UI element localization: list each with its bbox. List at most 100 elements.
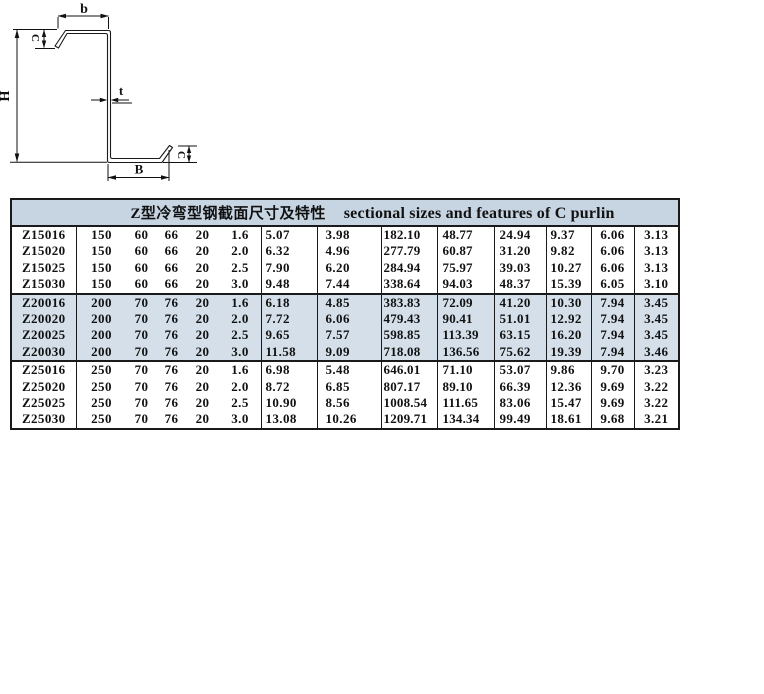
row-name: Z15020	[10, 243, 76, 260]
property-value: 72.09	[436, 292, 494, 312]
property-value: 6.06	[590, 224, 634, 244]
dimension-value: 70	[134, 294, 149, 310]
row-name: Z20020	[10, 311, 76, 328]
property-value: 9.65	[260, 327, 317, 344]
dimension-value: 70	[134, 378, 149, 394]
table-row: Z25020 250 70 76 20 2.0 8.72 6.85 807.17 89.10 66.…	[10, 378, 681, 396]
property-value: 60.87	[436, 243, 494, 260]
property-value: 7.57	[316, 327, 381, 344]
dimension-value: 76	[164, 294, 179, 310]
property-value: 4.96	[316, 243, 381, 260]
dimension-value: 3.0	[231, 343, 249, 359]
property-value: 1008.54	[380, 395, 437, 412]
dimension-value: 200	[91, 343, 112, 359]
dimension-value: 20	[195, 311, 210, 327]
property-value: 8.72	[260, 378, 317, 396]
dimension-value: 2.5	[231, 327, 249, 343]
dimension-value: 60	[134, 276, 149, 292]
property-value: 383.83	[380, 292, 437, 312]
property-value: 6.20	[316, 259, 381, 277]
dim-label-c-bottom: C	[175, 151, 187, 159]
property-value: 3.45	[633, 311, 681, 328]
property-value: 7.94	[590, 292, 634, 312]
dimension-value: 20	[195, 327, 210, 343]
table-row: Z20030 200 70 76 20 3.0 11.58 9.09 718.08 136.56 7…	[10, 343, 681, 362]
dim-label-b-bottom: B	[135, 162, 144, 177]
property-value: 6.98	[260, 360, 317, 379]
dimension-value: 60	[134, 259, 149, 275]
dimension-value: 150	[91, 227, 112, 242]
dimension-value: 2.5	[231, 259, 249, 275]
property-value: 15.39	[545, 276, 591, 294]
property-value: 39.03	[493, 259, 546, 277]
dimension-value: 3.0	[231, 276, 249, 292]
property-value: 182.10	[380, 224, 437, 244]
dimension-value: 76	[164, 362, 179, 378]
table-row: Z15016 150 60 66 20 1.6 5.07 3.98 182.10 48.77 24.…	[10, 224, 681, 244]
dimension-value: 20	[195, 227, 210, 242]
dimension-value: 66	[164, 259, 179, 275]
dimension-value: 20	[195, 343, 210, 359]
dimension-value: 60	[134, 227, 149, 242]
dimension-value: 20	[195, 276, 210, 292]
dimension-value: 76	[164, 327, 179, 343]
dimension-value: 150	[91, 276, 112, 292]
property-value: 646.01	[380, 360, 437, 379]
property-value: 134.34	[436, 411, 494, 430]
dim-label-c-top: C	[29, 34, 41, 42]
dimension-value: 76	[164, 311, 179, 327]
dimension-value: 70	[134, 327, 149, 343]
row-dimensions: 200 70 76 20 1.6	[75, 292, 261, 312]
property-value: 53.07	[493, 360, 546, 379]
property-value: 90.41	[436, 311, 494, 328]
dimension-value: 200	[91, 327, 112, 343]
property-value: 718.08	[380, 343, 437, 362]
dimension-value: 250	[91, 411, 112, 427]
dimension-value: 3.0	[231, 411, 249, 427]
table-title-en: sectional sizes and features of C purlin	[343, 205, 615, 222]
dimension-value: 2.0	[231, 311, 249, 327]
property-value: 7.94	[590, 311, 634, 328]
property-value: 9.86	[545, 360, 591, 379]
property-value: 3.46	[633, 343, 681, 362]
table-title: Z型冷弯型钢截面尺寸及特性 sectional sizes and feature…	[9, 198, 681, 227]
table-row: Z15020 150 60 66 20 2.0 6.32 4.96 277.79 60.87 31.…	[10, 243, 681, 260]
property-value: 10.90	[260, 395, 317, 412]
property-value: 24.94	[493, 224, 546, 244]
row-dimensions: 200 70 76 20 2.0	[75, 311, 261, 328]
property-value: 3.98	[316, 224, 381, 244]
row-name: Z25016	[10, 360, 76, 379]
property-value: 9.69	[590, 395, 634, 412]
property-value: 75.62	[493, 343, 546, 362]
property-value: 6.06	[590, 259, 634, 277]
row-name: Z15030	[10, 276, 76, 294]
property-value: 31.20	[493, 243, 546, 260]
property-value: 7.94	[590, 327, 634, 344]
property-value: 111.65	[436, 395, 494, 412]
row-dimensions: 200 70 76 20 2.5	[75, 327, 261, 344]
table-row: Z15025 150 60 66 20 2.5 7.90 6.20 284.94 75.97 39.…	[10, 259, 681, 277]
dim-label-t: t	[119, 83, 124, 98]
property-value: 598.85	[380, 327, 437, 344]
property-value: 7.44	[316, 276, 381, 294]
dimension-value: 20	[195, 378, 210, 394]
property-value: 66.39	[493, 378, 546, 396]
property-value: 12.36	[545, 378, 591, 396]
property-value: 3.22	[633, 395, 681, 412]
property-value: 3.13	[633, 259, 681, 277]
property-value: 10.27	[545, 259, 591, 277]
property-value: 71.10	[436, 360, 494, 379]
dimension-value: 150	[91, 243, 112, 259]
property-value: 83.06	[493, 395, 546, 412]
property-value: 9.37	[545, 224, 591, 244]
dimension-value: 70	[134, 362, 149, 378]
property-value: 63.15	[493, 327, 546, 344]
dimension-value: 2.0	[231, 378, 249, 394]
dimension-value: 2.0	[231, 243, 249, 259]
z-section-diagram: b C H t B C	[0, 2, 197, 181]
property-value: 6.06	[316, 311, 381, 328]
dimension-value: 70	[134, 411, 149, 427]
row-dimensions: 150 60 66 20 2.0	[75, 243, 261, 260]
dimension-value: 20	[195, 395, 210, 411]
table-row: Z20020 200 70 76 20 2.0 7.72 6.06 479.43 90.41 51.…	[10, 311, 681, 328]
